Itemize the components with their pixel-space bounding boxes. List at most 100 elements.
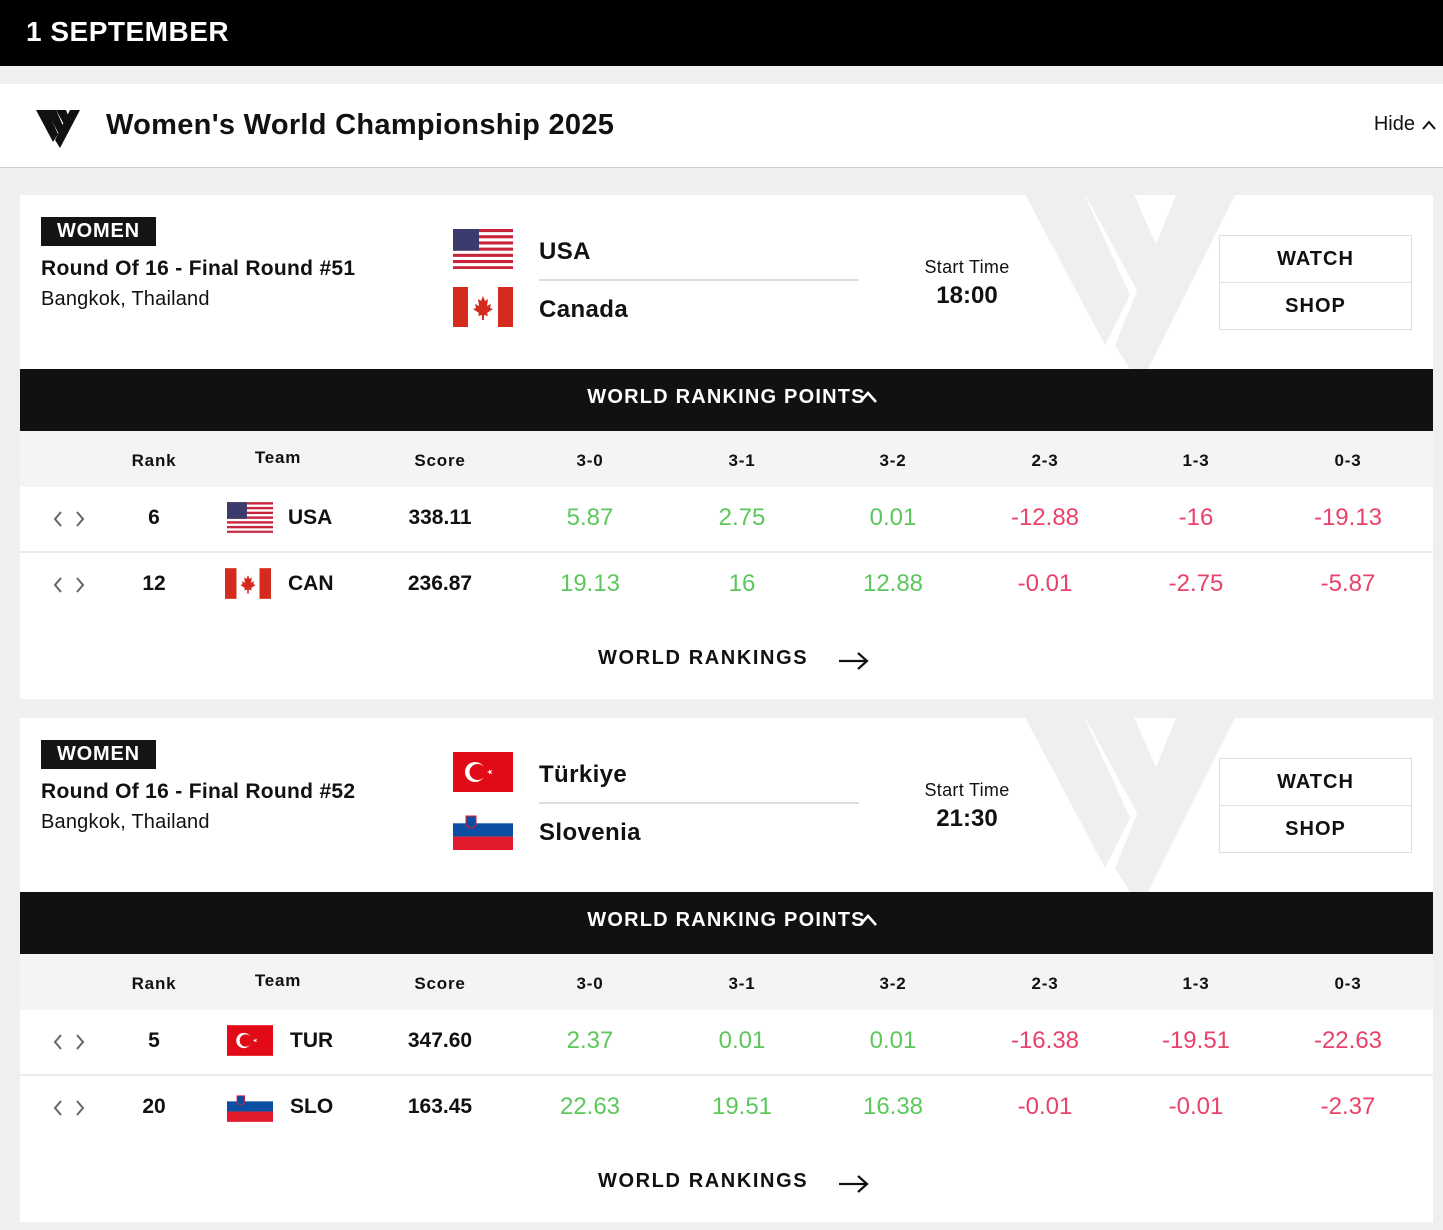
points-3-0: 22.63 (559, 1093, 621, 1120)
round-label: Round Of 16 - Final Round #52 (41, 780, 356, 803)
rank-value: 6 (148, 506, 160, 529)
watch-button[interactable]: WATCH (1277, 248, 1354, 270)
turkey-flag-icon (453, 752, 513, 792)
col-team: Team (254, 448, 302, 467)
score-value: 338.11 (408, 506, 472, 529)
match-header: WOMEN Round Of 16 - Final Round #52 Bang… (20, 718, 1433, 892)
score-value: 163.45 (407, 1095, 473, 1118)
col-score: Score (414, 974, 466, 993)
points-1-3: -19.51 (1161, 1027, 1231, 1054)
round-label: Round Of 16 - Final Round #51 (41, 257, 356, 280)
points-3-0: 5.87 (566, 504, 614, 531)
points-0-3: -19.13 (1313, 504, 1383, 531)
world-rankings-label: WORLD RANKINGS (598, 1170, 809, 1192)
usa-flag-icon (227, 502, 273, 533)
action-buttons: WATCH SHOP (1219, 758, 1412, 853)
points-2-3: -0.01 (1017, 570, 1073, 597)
slovenia-flag-icon (453, 810, 513, 850)
swap-arrows-icon[interactable] (52, 1032, 86, 1052)
team-code: CAN (288, 572, 334, 595)
table-row: 12 CAN 236.87 19.13 16 12.88 -0.01 -2.75… (20, 553, 1433, 619)
chevron-up-icon (859, 391, 877, 403)
col-3-2: 3-2 (879, 974, 907, 993)
team-code: SLO (290, 1095, 334, 1118)
watermark-logo-icon (1025, 195, 1235, 369)
rank-value: 12 (142, 572, 166, 595)
arrow-right-icon (839, 652, 869, 670)
start-time-label: Start Time (924, 257, 1010, 277)
points-0-3: -5.87 (1320, 570, 1376, 597)
points-3-1: 16 (728, 570, 756, 597)
table-row: 20 SLO 163.45 22.63 19.51 16.38 -0.01 -0… (20, 1076, 1433, 1142)
col-3-0: 3-0 (576, 974, 604, 993)
col-2-3: 2-3 (1031, 451, 1059, 470)
shop-button[interactable]: SHOP (1220, 282, 1411, 328)
world-rankings-label: WORLD RANKINGS (598, 647, 809, 669)
swap-arrows-icon[interactable] (52, 575, 86, 595)
slovenia-flag-icon (227, 1091, 273, 1122)
table-header: Rank Team Score 3-0 3-1 3-2 2-3 1-3 0-3 (20, 431, 1433, 487)
category-badge: WOMEN (41, 217, 156, 246)
ranking-points-toggle[interactable]: WORLD RANKING POINTS (20, 369, 1433, 431)
col-3-2: 3-2 (879, 451, 907, 470)
points-3-1: 19.51 (711, 1093, 773, 1120)
watermark-logo-icon (1025, 718, 1235, 892)
match-header: WOMEN Round Of 16 - Final Round #51 Bang… (20, 195, 1433, 369)
col-0-3: 0-3 (1334, 974, 1362, 993)
chevron-up-icon (1422, 119, 1436, 130)
table-header: Rank Team Score 3-0 3-1 3-2 2-3 1-3 0-3 (20, 954, 1433, 1010)
col-rank: Rank (131, 451, 177, 470)
points-3-1: 2.75 (718, 504, 766, 531)
action-buttons: WATCH SHOP (1219, 235, 1412, 330)
date-label: 1 SEPTEMBER (26, 16, 230, 47)
table-row: 5 TUR 347.60 2.37 0.01 0.01 -16.38 -19.5… (20, 1010, 1433, 1076)
location-label: Bangkok, Thailand (41, 288, 210, 310)
vnl-logo-icon (36, 110, 80, 148)
col-rank: Rank (131, 974, 177, 993)
location-label: Bangkok, Thailand (41, 811, 210, 833)
usa-flag-icon (453, 229, 513, 269)
match-card: WOMEN Round Of 16 - Final Round #52 Bang… (20, 718, 1433, 1222)
ranking-points-label: WORLD RANKING POINTS (587, 909, 866, 931)
turkey-flag-icon (227, 1025, 273, 1056)
watch-button[interactable]: WATCH (1277, 771, 1354, 793)
points-3-1: 0.01 (718, 1027, 766, 1054)
world-rankings-link[interactable]: WORLD RANKINGS (20, 1142, 1433, 1222)
hide-label: Hide (1373, 113, 1415, 135)
hide-toggle[interactable]: Hide (1374, 113, 1437, 136)
category-badge: WOMEN (41, 740, 156, 769)
arrow-right-icon (839, 1175, 869, 1193)
points-0-3: -22.63 (1313, 1027, 1383, 1054)
date-header: 1 SEPTEMBER (0, 0, 1443, 66)
points-0-3: -2.37 (1320, 1093, 1376, 1120)
score-value: 347.60 (407, 1029, 473, 1052)
canada-flag-icon (225, 568, 271, 599)
points-1-3: -2.75 (1168, 570, 1224, 597)
match-card: WOMEN Round Of 16 - Final Round #51 Bang… (20, 195, 1433, 699)
start-time-value: 18:00 (936, 282, 998, 309)
shop-button[interactable]: SHOP (1220, 805, 1411, 851)
start-time-label: Start Time (924, 780, 1010, 800)
points-3-2: 16.38 (862, 1093, 924, 1120)
team-code: USA (288, 506, 333, 529)
team-b-name: Slovenia (539, 819, 641, 846)
rank-value: 5 (148, 1029, 160, 1052)
col-2-3: 2-3 (1031, 974, 1059, 993)
col-team: Team (254, 971, 302, 990)
championship-header: Women's World Championship 2025 Hide (0, 84, 1443, 168)
chevron-up-icon (859, 914, 877, 926)
col-1-3: 1-3 (1182, 974, 1210, 993)
swap-arrows-icon[interactable] (52, 1098, 86, 1118)
world-rankings-link[interactable]: WORLD RANKINGS (20, 619, 1433, 699)
points-3-2: 0.01 (869, 504, 917, 531)
points-1-3: -0.01 (1168, 1093, 1224, 1120)
start-time-value: 21:30 (936, 805, 998, 832)
col-3-1: 3-1 (728, 451, 756, 470)
swap-arrows-icon[interactable] (52, 509, 86, 529)
col-1-3: 1-3 (1182, 451, 1210, 470)
points-2-3: -0.01 (1017, 1093, 1073, 1120)
table-row: 6 USA 338.11 5.87 2.75 0.01 -12.88 -16 -… (20, 487, 1433, 553)
ranking-points-label: WORLD RANKING POINTS (587, 386, 866, 408)
points-3-0: 19.13 (559, 570, 621, 597)
ranking-points-toggle[interactable]: WORLD RANKING POINTS (20, 892, 1433, 954)
